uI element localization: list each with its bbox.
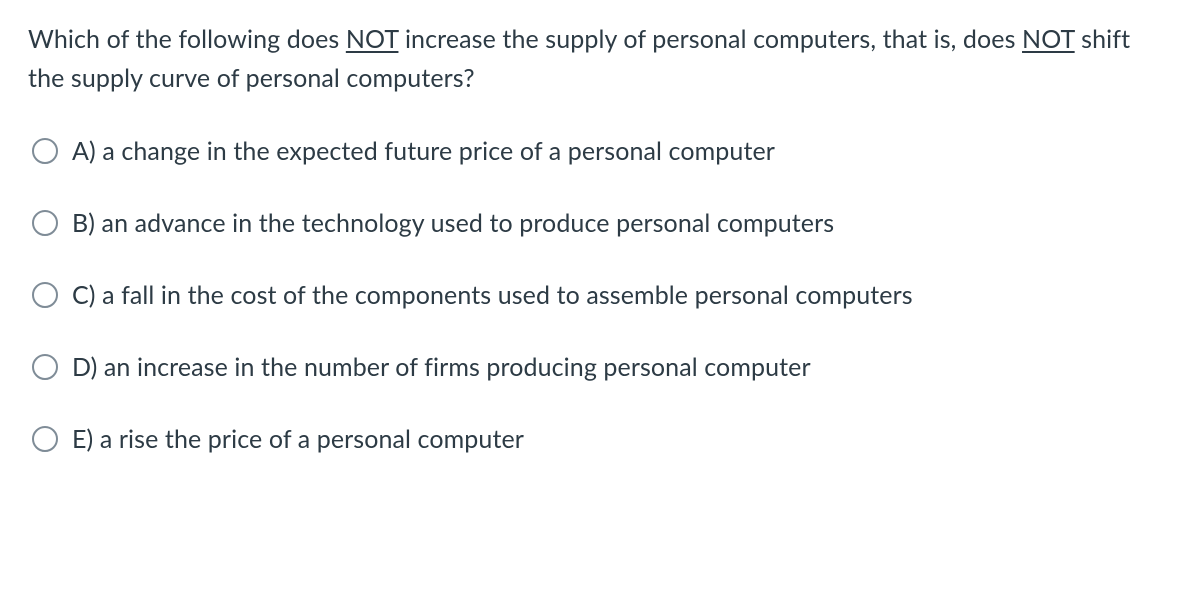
option-b-letter: B) [72,208,95,238]
option-e-text: a rise the price of a personal computer [93,424,524,454]
radio-d[interactable] [32,354,58,380]
options-list: A) a change in the expected future price… [28,136,1172,454]
option-d-text: an increase in the number of firms produ… [97,352,810,382]
option-b[interactable]: B) an advance in the technology used to … [32,208,1172,238]
option-e-label: E) a rise the price of a personal comput… [72,424,524,454]
radio-b[interactable] [32,210,58,236]
option-c-letter: C) [72,280,96,310]
radio-a[interactable] [32,138,58,164]
option-e-letter: E) [72,424,93,454]
question-part: Which of the following does [28,24,346,54]
radio-c[interactable] [32,282,58,308]
option-a[interactable]: A) a change in the expected future price… [32,136,1172,166]
option-d-label: D) an increase in the number of firms pr… [72,352,811,382]
question-not-1: NOT [346,24,399,54]
question-container: Which of the following does NOT increase… [0,0,1200,474]
option-c[interactable]: C) a fall in the cost of the components … [32,280,1172,310]
option-a-letter: A) [72,136,96,166]
option-c-text: a fall in the cost of the components use… [96,280,913,310]
option-d[interactable]: D) an increase in the number of firms pr… [32,352,1172,382]
option-a-text: a change in the expected future price of… [96,136,775,166]
option-a-label: A) a change in the expected future price… [72,136,775,166]
question-text: Which of the following does NOT increase… [28,20,1172,98]
option-e[interactable]: E) a rise the price of a personal comput… [32,424,1172,454]
option-c-label: C) a fall in the cost of the components … [72,280,913,310]
radio-e[interactable] [32,426,58,452]
option-b-label: B) an advance in the technology used to … [72,208,834,238]
option-b-text: an advance in the technology used to pro… [95,208,834,238]
option-d-letter: D) [72,352,97,382]
question-not-2: NOT [1022,24,1075,54]
question-part: increase the supply of personal computer… [398,24,1022,54]
